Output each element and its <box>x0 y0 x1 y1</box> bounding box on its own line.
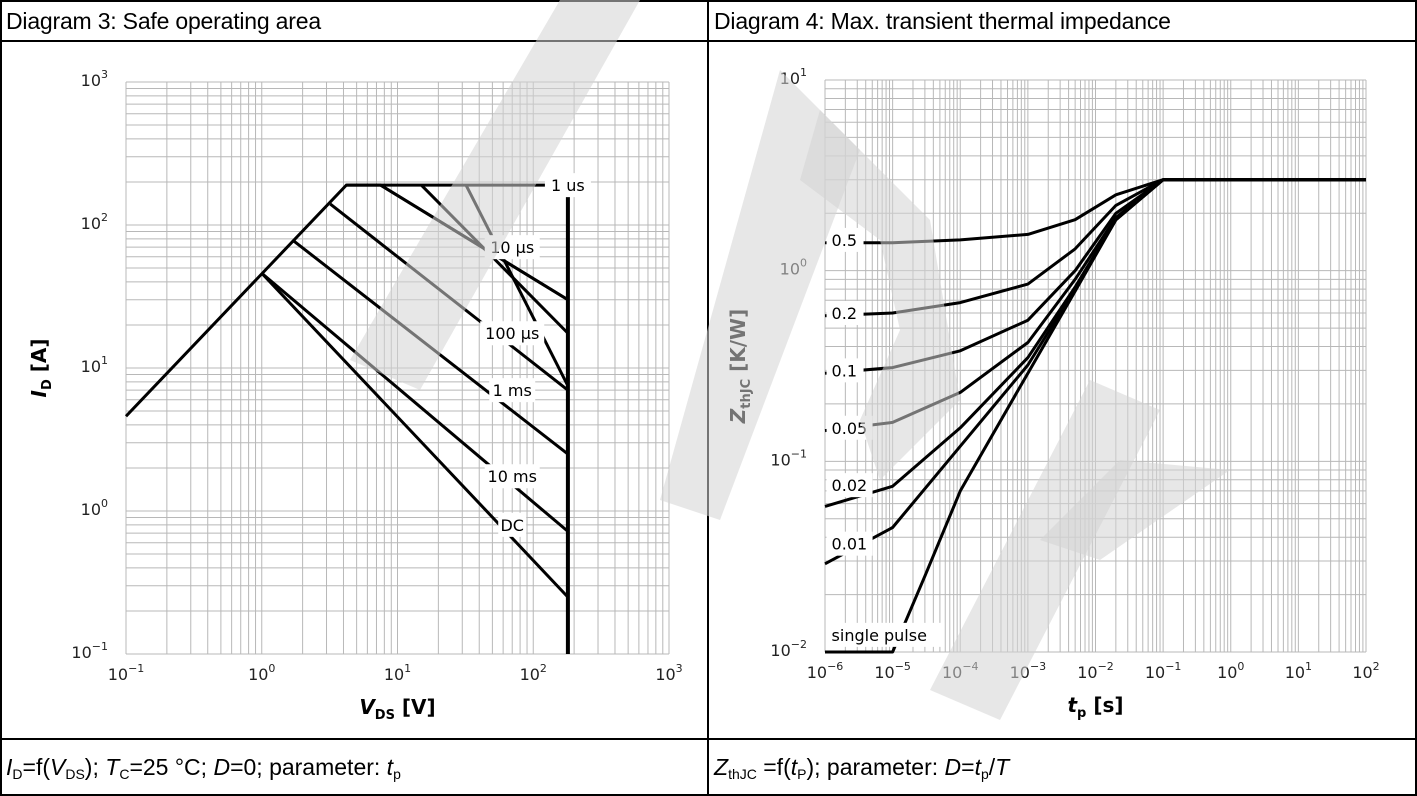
zth-chart: 10−6 10−5 10−4 10−3 10−2 10−1 100 101 102 10−2 10−… <box>726 66 1380 721</box>
caption-part: / <box>988 754 996 780</box>
zth-caption: ZthJC =f(tP); parameter: D=tp/T <box>714 754 1009 782</box>
y-tick-label: 101 <box>81 354 108 376</box>
curve-label: 100 µs <box>480 321 545 346</box>
curve-label: 0.1 <box>826 358 864 383</box>
y-tick-label: 10−2 <box>770 638 807 660</box>
caption-part: ); <box>84 754 106 780</box>
x-tick-label: 10−2 <box>1077 660 1114 682</box>
caption-part: D <box>944 754 962 780</box>
caption-part: ); parameter: <box>806 754 945 780</box>
x-tick-label: 101 <box>1285 660 1312 682</box>
svg-text:1 ms: 1 ms <box>493 381 532 400</box>
caption-part: T <box>995 754 1010 780</box>
svg-text:0.5: 0.5 <box>832 231 857 250</box>
y-axis-label: ID [A] <box>27 339 55 398</box>
soa-chart: 10−1 100 101 102 103 10−1 100 101 102 103 VDS [V] I… <box>27 68 683 723</box>
x-tick-label: 102 <box>1352 660 1379 682</box>
svg-text:0.2: 0.2 <box>832 304 857 323</box>
curve-label: 0.02 <box>826 473 873 498</box>
zth-panel: Diagram 4: Max. transient thermal impeda… <box>708 0 1417 796</box>
x-tick-label: 10−1 <box>1145 660 1182 682</box>
svg-text:0.01: 0.01 <box>832 535 868 554</box>
caption-part: p <box>980 766 989 782</box>
x-tick-label: 10−6 <box>807 660 844 682</box>
x-tick-label: 10−1 <box>108 662 145 684</box>
y-tick-label: 10−1 <box>770 447 807 469</box>
svg-text:0.02: 0.02 <box>832 476 868 495</box>
x-tick-label: 102 <box>520 662 547 684</box>
caption-part: C <box>119 766 130 782</box>
panel-divider <box>707 0 709 796</box>
caption-part: T <box>105 754 120 780</box>
curve-label: 0.05 <box>826 415 873 440</box>
curve-label: single pulse <box>826 622 945 647</box>
y-axis-label: ZthJC [K/W] <box>726 309 754 424</box>
y-tick-label: 101 <box>780 66 807 88</box>
grid <box>824 79 1367 653</box>
caption-part: Z <box>714 754 729 780</box>
caption-part: t <box>974 754 981 780</box>
caption-part: =0; parameter: <box>230 754 387 780</box>
y-tick-label: 103 <box>81 68 108 90</box>
zth-title: Diagram 4: Max. transient thermal impeda… <box>714 8 1171 34</box>
y-tick-label: 100 <box>81 497 108 519</box>
svg-text:1 us: 1 us <box>551 176 585 195</box>
soa-curve <box>260 272 569 599</box>
svg-text:10 ms: 10 ms <box>488 467 537 486</box>
curve-label: 1 ms <box>489 378 536 403</box>
svg-text:DC: DC <box>500 516 524 535</box>
zth-caption-bar: ZthJC =f(tP); parameter: D=tp/T <box>708 738 1417 796</box>
y-tick-label: 100 <box>780 257 807 279</box>
soa-curve <box>420 184 569 335</box>
curve-label: 0.2 <box>826 300 864 325</box>
caption-part: t <box>790 754 798 780</box>
grid <box>125 81 670 655</box>
x-tick-label: 103 <box>655 662 682 684</box>
svg-text:10 µs: 10 µs <box>490 238 534 257</box>
x-axis-label: VDS [V] <box>359 695 435 723</box>
soa-caption-bar: ID=f(VDS); TC=25 °C; D=0; parameter: tp <box>0 738 708 796</box>
y-tick-label: 102 <box>81 211 108 233</box>
x-tick-label: 10−3 <box>1010 660 1047 682</box>
y-tick-label: 10−1 <box>71 640 108 662</box>
x-tick-label: 100 <box>248 662 275 684</box>
caption-part: = <box>961 754 975 780</box>
soa-curve <box>464 184 570 387</box>
curve-label: 0.5 <box>826 227 864 252</box>
curve-label: 10 ms <box>484 464 540 489</box>
soa-panel: Diagram 3: Safe operating area 10−1 100 10… <box>0 0 708 796</box>
zth-title-bar: Diagram 4: Max. transient thermal impeda… <box>708 0 1417 42</box>
svg-text:0.05: 0.05 <box>832 419 868 438</box>
caption-part: V <box>50 754 66 780</box>
caption-part: D <box>12 766 23 782</box>
soa-curve <box>260 272 569 533</box>
caption-part: I <box>6 754 13 780</box>
soa-title: Diagram 3: Safe operating area <box>6 8 321 34</box>
curve-label: 10 µs <box>484 235 540 260</box>
x-tick-label: 100 <box>1217 660 1244 682</box>
x-tick-label: 10−5 <box>874 660 911 682</box>
caption-part: DS <box>65 766 85 782</box>
caption-part: thJC <box>728 766 757 782</box>
svg-text:single pulse: single pulse <box>832 626 927 645</box>
caption-part: =f( <box>756 754 791 780</box>
svg-text:0.1: 0.1 <box>832 361 857 380</box>
curve-label: 0.01 <box>826 531 873 556</box>
caption-part: p <box>393 766 401 782</box>
svg-text:100 µs: 100 µs <box>485 324 539 343</box>
caption-part: t <box>386 754 394 780</box>
curve-label: DC <box>498 512 527 537</box>
curve-label: 1 us <box>544 173 591 198</box>
x-axis-label: tp [s] <box>1067 693 1123 721</box>
x-tick-label: 10−4 <box>942 660 979 682</box>
x-tick-label: 101 <box>384 662 411 684</box>
caption-part: D <box>213 754 231 780</box>
caption-part: =25 °C; <box>129 754 214 780</box>
soa-caption: ID=f(VDS); TC=25 °C; D=0; parameter: tp <box>6 754 401 782</box>
caption-part: =f( <box>22 754 50 780</box>
caption-part: P <box>797 766 807 782</box>
